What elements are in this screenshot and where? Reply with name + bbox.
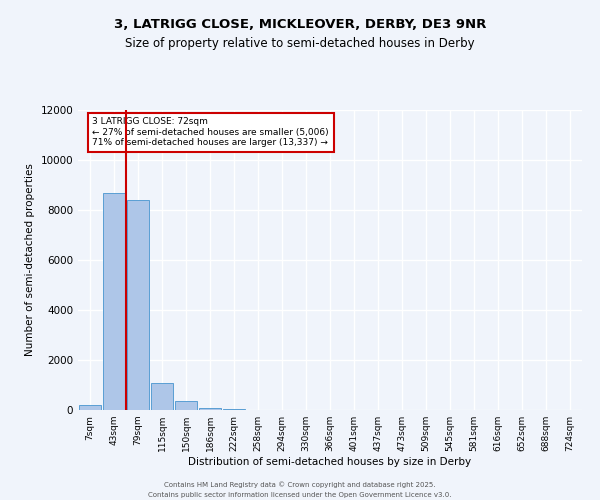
Bar xyxy=(175,401,197,410)
Text: Contains HM Land Registry data © Crown copyright and database right 2025.: Contains HM Land Registry data © Crown c… xyxy=(164,481,436,488)
Text: 3 LATRIGG CLOSE: 72sqm
← 27% of semi-detached houses are smaller (5,006)
71% of : 3 LATRIGG CLOSE: 72sqm ← 27% of semi-det… xyxy=(92,118,329,148)
X-axis label: Distribution of semi-detached houses by size in Derby: Distribution of semi-detached houses by … xyxy=(188,457,472,467)
Text: 3, LATRIGG CLOSE, MICKLEOVER, DERBY, DE3 9NR: 3, LATRIGG CLOSE, MICKLEOVER, DERBY, DE3… xyxy=(114,18,486,30)
Bar xyxy=(151,382,173,410)
Bar xyxy=(103,192,125,410)
Bar xyxy=(223,409,245,410)
Bar xyxy=(127,200,149,410)
Bar xyxy=(79,405,101,410)
Text: Contains public sector information licensed under the Open Government Licence v3: Contains public sector information licen… xyxy=(148,492,452,498)
Y-axis label: Number of semi-detached properties: Number of semi-detached properties xyxy=(25,164,35,356)
Bar xyxy=(199,408,221,410)
Text: Size of property relative to semi-detached houses in Derby: Size of property relative to semi-detach… xyxy=(125,38,475,51)
